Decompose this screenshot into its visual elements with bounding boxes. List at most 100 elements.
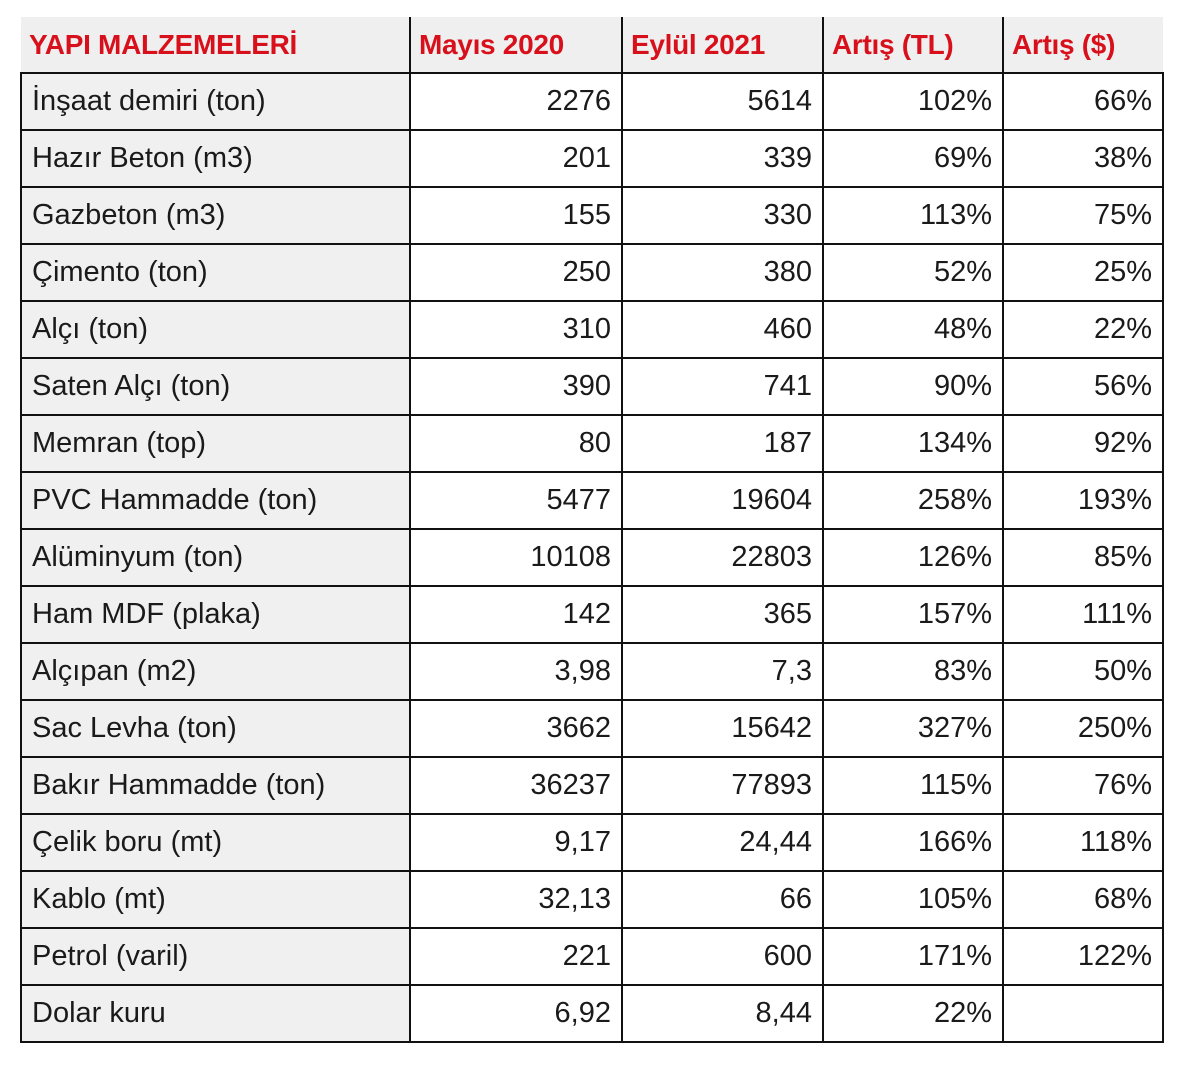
value-cell: 166% — [822, 813, 1004, 872]
value-cell: 3,98 — [409, 642, 623, 701]
value-cell: 3662 — [409, 699, 623, 758]
value-cell: 15642 — [621, 699, 824, 758]
value-cell: 126% — [822, 528, 1004, 587]
material-name-cell: Alçıpan (m2) — [20, 642, 411, 701]
value-cell: 56% — [1002, 357, 1164, 416]
value-cell: 122% — [1002, 927, 1164, 986]
value-cell: 22803 — [621, 528, 824, 587]
value-cell: 85% — [1002, 528, 1164, 587]
value-cell: 80 — [409, 414, 623, 473]
value-cell: 193% — [1002, 471, 1164, 530]
column-header: Artış ($) — [1002, 17, 1163, 74]
value-cell: 111% — [1002, 585, 1164, 644]
value-cell: 250% — [1002, 699, 1164, 758]
value-cell: 50% — [1002, 642, 1164, 701]
value-cell: 22% — [822, 984, 1004, 1043]
table-row: Dolar kuru 6,92 8,44 22% — [20, 984, 1164, 1043]
material-name-cell: Dolar kuru — [20, 984, 411, 1043]
table-row: Kablo (mt) 32,13 66 105% 68% — [20, 870, 1164, 929]
value-cell: 390 — [409, 357, 623, 416]
material-name-cell: Ham MDF (plaka) — [20, 585, 411, 644]
table-row: Gazbeton (m3) 155 330 113% 75% — [20, 186, 1164, 245]
value-cell: 221 — [409, 927, 623, 986]
value-cell: 25% — [1002, 243, 1164, 302]
material-name-cell: Gazbeton (m3) — [20, 186, 411, 245]
value-cell: 171% — [822, 927, 1004, 986]
table-row: Bakır Hammadde (ton) 36237 77893 115% 76% — [20, 756, 1164, 815]
material-name-cell: Alçı (ton) — [20, 300, 411, 359]
table-row: Çelik boru (mt) 9,17 24,44 166% 118% — [20, 813, 1164, 872]
value-cell: 66% — [1002, 72, 1164, 131]
table-row: Petrol (varil) 221 600 171% 122% — [20, 927, 1164, 986]
value-cell: 115% — [822, 756, 1004, 815]
value-cell: 187 — [621, 414, 824, 473]
material-name-cell: Kablo (mt) — [20, 870, 411, 929]
table-row: İnşaat demiri (ton) 2276 5614 102% 66% — [20, 72, 1164, 131]
value-cell: 90% — [822, 357, 1004, 416]
value-cell: 250 — [409, 243, 623, 302]
value-cell: 105% — [822, 870, 1004, 929]
column-header: Artış (TL) — [822, 17, 1003, 74]
value-cell: 600 — [621, 927, 824, 986]
value-cell: 38% — [1002, 129, 1164, 188]
value-cell: 7,3 — [621, 642, 824, 701]
value-cell: 83% — [822, 642, 1004, 701]
value-cell: 76% — [1002, 756, 1164, 815]
table-row: Alüminyum (ton) 10108 22803 126% 85% — [20, 528, 1164, 587]
material-name-cell: Alüminyum (ton) — [20, 528, 411, 587]
material-name-cell: Memran (top) — [20, 414, 411, 473]
value-cell: 92% — [1002, 414, 1164, 473]
value-cell: 118% — [1002, 813, 1164, 872]
table-row: PVC Hammadde (ton) 5477 19604 258% 193% — [20, 471, 1164, 530]
value-cell: 460 — [621, 300, 824, 359]
table-row: Hazır Beton (m3) 201 339 69% 38% — [20, 129, 1164, 188]
value-cell: 10108 — [409, 528, 623, 587]
value-cell: 155 — [409, 186, 623, 245]
column-header: Mayıs 2020 — [409, 17, 622, 74]
value-cell: 24,44 — [621, 813, 824, 872]
column-header: Eylül 2021 — [621, 17, 823, 74]
value-cell: 327% — [822, 699, 1004, 758]
value-cell: 8,44 — [621, 984, 824, 1043]
value-cell — [1002, 984, 1164, 1043]
value-cell: 142 — [409, 585, 623, 644]
value-cell: 201 — [409, 129, 623, 188]
table-row: Ham MDF (plaka) 142 365 157% 111% — [20, 585, 1164, 644]
value-cell: 330 — [621, 186, 824, 245]
value-cell: 52% — [822, 243, 1004, 302]
value-cell: 68% — [1002, 870, 1164, 929]
table-row: Saten Alçı (ton) 390 741 90% 56% — [20, 357, 1164, 416]
value-cell: 19604 — [621, 471, 824, 530]
value-cell: 310 — [409, 300, 623, 359]
value-cell: 113% — [822, 186, 1004, 245]
value-cell: 157% — [822, 585, 1004, 644]
value-cell: 48% — [822, 300, 1004, 359]
table-row: Memran (top) 80 187 134% 92% — [20, 414, 1164, 473]
value-cell: 69% — [822, 129, 1004, 188]
value-cell: 66 — [621, 870, 824, 929]
value-cell: 134% — [822, 414, 1004, 473]
material-name-cell: PVC Hammadde (ton) — [20, 471, 411, 530]
value-cell: 258% — [822, 471, 1004, 530]
value-cell: 22% — [1002, 300, 1164, 359]
value-cell: 380 — [621, 243, 824, 302]
value-cell: 32,13 — [409, 870, 623, 929]
value-cell: 339 — [621, 129, 824, 188]
material-name-cell: Çimento (ton) — [20, 243, 411, 302]
table-row: Alçıpan (m2) 3,98 7,3 83% 50% — [20, 642, 1164, 701]
value-cell: 9,17 — [409, 813, 623, 872]
table-row: Çimento (ton) 250 380 52% 25% — [20, 243, 1164, 302]
table-row: Sac Levha (ton) 3662 15642 327% 250% — [20, 699, 1164, 758]
material-name-cell: Hazır Beton (m3) — [20, 129, 411, 188]
value-cell: 102% — [822, 72, 1004, 131]
column-header: YAPI MALZEMELERİ — [21, 17, 410, 74]
table-row: Alçı (ton) 310 460 48% 22% — [20, 300, 1164, 359]
value-cell: 5614 — [621, 72, 824, 131]
value-cell: 6,92 — [409, 984, 623, 1043]
material-name-cell: Sac Levha (ton) — [20, 699, 411, 758]
material-name-cell: Saten Alçı (ton) — [20, 357, 411, 416]
value-cell: 2276 — [409, 72, 623, 131]
value-cell: 36237 — [409, 756, 623, 815]
material-name-cell: Çelik boru (mt) — [20, 813, 411, 872]
price-table: YAPI MALZEMELERİ Mayıs 2020 Eylül 2021 Artı… — [20, 17, 1164, 1043]
